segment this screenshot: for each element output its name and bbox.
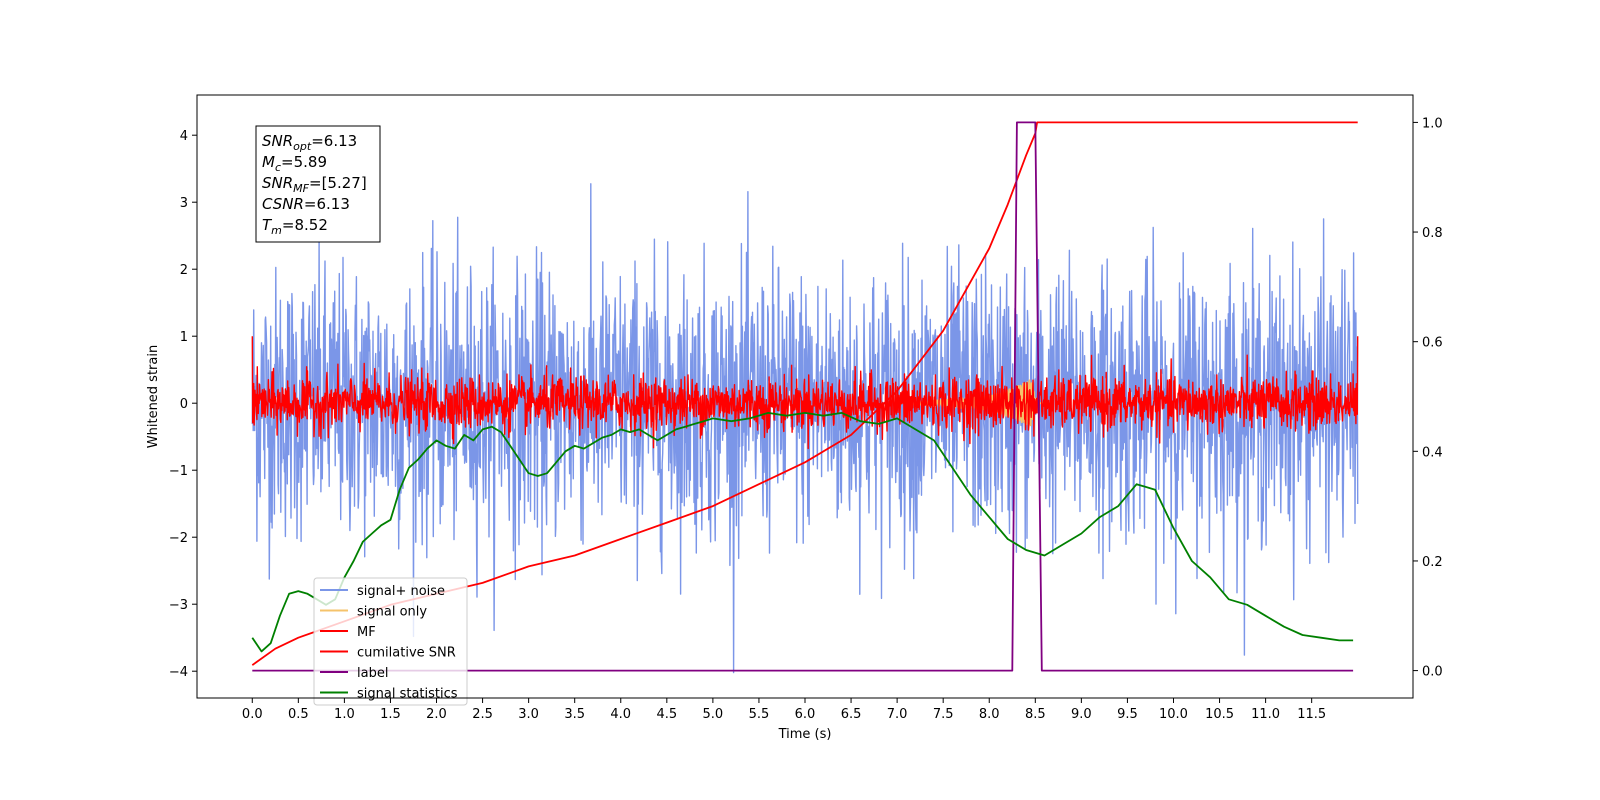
annotation-value: =8.52 <box>282 216 328 234</box>
x-tick-label: 5.5 <box>749 707 770 722</box>
y-tick-label: −3 <box>169 598 188 613</box>
y-tick-label: 1 <box>180 330 188 345</box>
x-tick-label: 7.5 <box>933 707 954 722</box>
annotation-value: =6.13 <box>311 132 357 150</box>
x-tick-label: 1.0 <box>334 707 355 722</box>
annotation-variable: SNR <box>262 132 293 150</box>
x-tick-label: 5.0 <box>703 707 724 722</box>
annotation-value: =5.89 <box>281 153 327 171</box>
x-tick-label: 3.5 <box>564 707 585 722</box>
x-tick-label: 7.0 <box>887 707 908 722</box>
y-tick-label: 2 <box>180 263 188 278</box>
annotation-line: Tm=8.52 <box>262 216 328 237</box>
annotation-subscript: MF <box>293 182 309 195</box>
y2-tick-label: 0.8 <box>1422 226 1443 241</box>
annotation-line: Mc=5.89 <box>262 153 327 174</box>
legend-frame <box>313 577 468 706</box>
x-tick-label: 1.5 <box>380 707 401 722</box>
x-tick-label: 0.0 <box>242 707 263 722</box>
y2-tick-label: 0.0 <box>1422 665 1443 680</box>
y2-tick-label: 0.2 <box>1422 555 1443 570</box>
x-tick-label: 11.0 <box>1251 707 1280 722</box>
annotation-box: SNRopt=6.13Mc=5.89SNRMF=[5.27]CSNR=6.13T… <box>255 125 381 243</box>
series-line-4 <box>252 121 1354 672</box>
legend-entry: signal+ noise <box>357 584 445 599</box>
y-tick-label: 3 <box>180 196 188 211</box>
annotation-frame <box>255 125 381 243</box>
x-tick-label: 10.0 <box>1159 707 1188 722</box>
annotation-line: SNRopt=6.13 <box>262 132 357 153</box>
x-tick-label: 6.0 <box>795 707 816 722</box>
y-tick-label: 4 <box>180 129 188 144</box>
x-tick-label: 6.5 <box>841 707 862 722</box>
legend-entry: signal statistics <box>357 687 458 702</box>
legend-entry: signal only <box>357 605 427 620</box>
y-tick-label: −1 <box>169 464 188 479</box>
annotation-subscript: c <box>275 161 281 174</box>
y-tick-label: 0 <box>180 397 188 412</box>
annotation-value: =[5.27] <box>309 174 367 192</box>
x-tick-label: 4.0 <box>610 707 631 722</box>
x-tick-label: 0.5 <box>288 707 309 722</box>
x-tick-label: 10.5 <box>1205 707 1234 722</box>
legend: signal+ noise signal only MF cumilative SNR… <box>313 577 468 706</box>
y2-tick-label: 0.4 <box>1422 445 1443 460</box>
annotation-variable: M <box>262 153 275 171</box>
x-axis-label: Time (s) <box>778 727 832 742</box>
x-tick-label: 3.0 <box>518 707 539 722</box>
annotation-variable: SNR <box>262 174 293 192</box>
x-tick-label: 9.5 <box>1117 707 1138 722</box>
x-tick-label: 2.0 <box>426 707 447 722</box>
legend-entry: label <box>357 666 388 681</box>
legend-entry: cumilative SNR <box>357 646 456 661</box>
annotation-line: CSNR=6.13 <box>262 195 350 213</box>
annotation-variable: CSNR <box>262 195 304 213</box>
y2-tick-label: 1.0 <box>1422 116 1443 131</box>
x-tick-label: 8.5 <box>1025 707 1046 722</box>
y-tick-label: −2 <box>169 531 188 546</box>
annotation-variable: T <box>262 216 273 234</box>
ticks-layer: 0.0 0.5 1.0 1.5 2.0 2.5 3.0 3.5 4.0 4.5 5.0 5.5 6.0 6… <box>169 116 1443 722</box>
x-tick-label: 8.0 <box>979 707 1000 722</box>
annotation-value: =6.13 <box>304 195 350 213</box>
annotation-line: SNRMF=[5.27] <box>262 174 367 195</box>
y-tick-label: −4 <box>169 665 188 680</box>
y2-tick-label: 0.6 <box>1422 336 1443 351</box>
annotation-subscript: m <box>271 224 282 237</box>
series-line-5 <box>251 412 1354 653</box>
x-tick-label: 9.0 <box>1071 707 1092 722</box>
annotation-subscript: opt <box>293 140 312 153</box>
x-tick-label: 11.5 <box>1297 707 1326 722</box>
x-tick-label: 2.5 <box>472 707 493 722</box>
legend-entry: MF <box>357 625 376 640</box>
x-tick-label: 4.5 <box>656 707 677 722</box>
y-axis-label: Whitened strain <box>146 345 161 448</box>
